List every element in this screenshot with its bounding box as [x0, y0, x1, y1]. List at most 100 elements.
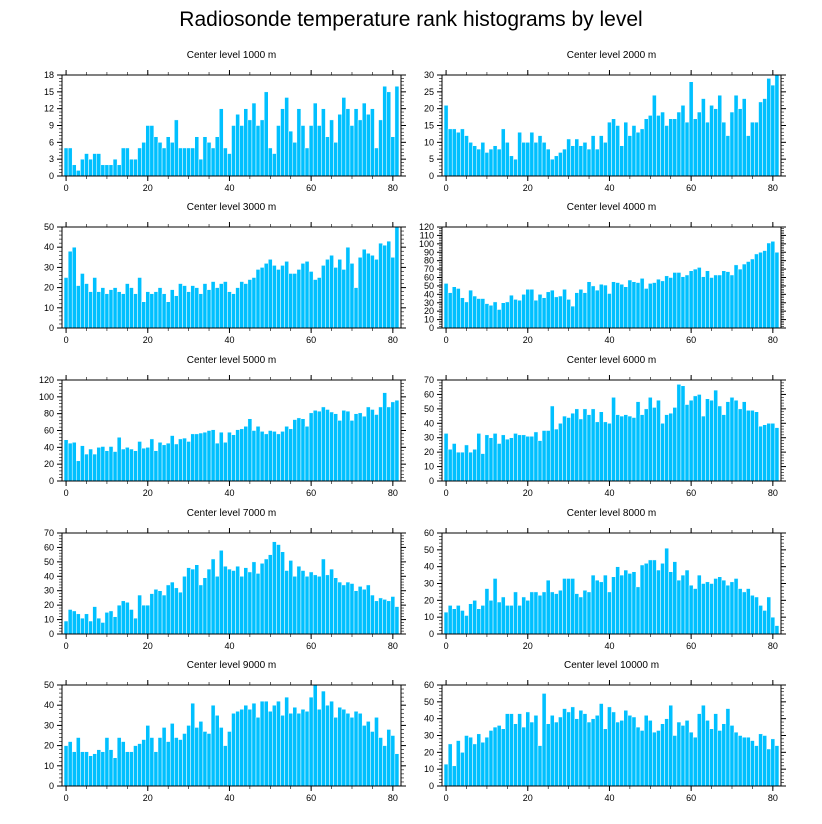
histogram-bar — [529, 721, 535, 787]
histogram-bar — [390, 136, 396, 177]
histogram-bar — [611, 118, 616, 177]
histogram-bar — [284, 97, 289, 177]
histogram-bar — [680, 574, 686, 635]
histogram-bar — [586, 591, 592, 635]
y-tick-label: 40 — [44, 442, 54, 452]
histogram-bar — [505, 713, 510, 787]
y-tick-label: 40 — [424, 562, 434, 572]
histogram-bar — [133, 293, 138, 329]
histogram-bar — [688, 81, 694, 177]
histogram-bar — [104, 450, 110, 482]
histogram-bar — [374, 414, 379, 482]
histogram-bar — [607, 706, 612, 787]
histogram-bar — [276, 433, 281, 482]
histogram-bar — [582, 292, 588, 329]
histogram-bar — [88, 291, 93, 329]
histogram-bar — [272, 265, 277, 329]
histogram-bar — [456, 131, 461, 177]
histogram-bar — [325, 574, 330, 635]
histogram-bar — [472, 449, 477, 482]
histogram-bar — [521, 596, 526, 635]
histogram-bar — [472, 145, 477, 177]
histogram-bar — [108, 749, 114, 787]
x-tick-label: 0 — [444, 641, 449, 651]
histogram-bar — [96, 291, 102, 329]
histogram-bar — [484, 736, 490, 787]
histogram-bar — [329, 411, 334, 482]
histogram-bar — [582, 713, 588, 787]
histogram-bar — [186, 147, 191, 177]
plot-frame — [61, 684, 402, 787]
histogram-bar — [370, 731, 375, 787]
x-tick-label: 80 — [388, 335, 398, 345]
histogram-bar — [296, 108, 302, 177]
histogram-bar — [566, 711, 571, 787]
histogram-bar — [668, 704, 674, 787]
histogram-bar — [345, 108, 351, 177]
histogram-bar — [635, 401, 641, 482]
histogram-bar — [125, 147, 130, 177]
histogram-bar — [541, 430, 547, 482]
histogram-bar — [603, 728, 608, 787]
histogram-bar — [251, 702, 257, 787]
y-tick-label: 40 — [44, 242, 54, 252]
histogram-bar — [239, 576, 245, 635]
histogram-bar — [353, 413, 359, 482]
histogram-bar — [133, 450, 138, 482]
histogram-bar — [509, 155, 514, 177]
histogram-bar — [590, 574, 596, 635]
histogram-bar — [186, 567, 191, 635]
histogram-bar — [312, 574, 318, 635]
x-tick-label: 80 — [768, 793, 778, 803]
histogram-bar — [149, 737, 155, 787]
histogram-bar — [652, 559, 657, 635]
histogram-bar — [688, 584, 694, 635]
x-tick-label: 60 — [306, 335, 316, 345]
histogram-bar — [770, 738, 776, 787]
histogram-bar — [639, 128, 645, 177]
histogram-bar — [210, 281, 216, 329]
histogram-bar — [382, 745, 387, 787]
histogram-bar — [492, 145, 498, 177]
histogram-bar — [521, 294, 526, 329]
histogram-bar — [235, 711, 240, 787]
histogram-bar — [750, 595, 755, 635]
histogram-bar — [447, 743, 453, 787]
histogram-bar — [688, 731, 694, 787]
histogram-bar — [737, 735, 743, 787]
histogram-bar — [709, 105, 714, 177]
histogram-bar — [133, 617, 138, 635]
histogram-bar — [635, 131, 641, 177]
histogram-bar — [676, 272, 682, 329]
histogram-bar — [116, 436, 122, 482]
histogram-bar — [165, 741, 171, 787]
histogram-bar — [697, 111, 702, 177]
histogram-bar — [733, 399, 739, 482]
histogram-bar — [537, 135, 543, 177]
histogram-bar — [304, 711, 310, 787]
histogram-bar — [104, 293, 110, 329]
histogram-bar — [361, 102, 367, 177]
histogram-bar — [582, 142, 588, 177]
histogram-bar — [190, 702, 195, 787]
y-tick-label: 100 — [39, 392, 54, 402]
histogram-bar — [549, 405, 555, 482]
histogram-bar — [202, 136, 208, 177]
histogram-bar — [366, 721, 371, 787]
histogram-bar — [746, 588, 751, 635]
y-tick-label: 0 — [49, 629, 54, 639]
histogram-bar — [96, 617, 102, 635]
histogram-bar — [231, 713, 236, 787]
histogram-bar — [108, 289, 114, 329]
histogram-bar — [251, 430, 257, 482]
histogram-bar — [321, 690, 326, 787]
histogram-bar — [218, 283, 224, 329]
histogram-bar — [741, 98, 747, 177]
histogram-bar — [378, 737, 383, 787]
histogram-bar — [603, 574, 608, 635]
histogram-bar — [692, 588, 698, 635]
histogram-bar — [746, 410, 751, 482]
histogram-bar — [447, 449, 453, 482]
histogram-panel: Center level 3000 m 0 10 20 30 40 50 0 20 40 60 80 — [44, 202, 406, 345]
histogram-bar — [578, 289, 584, 329]
